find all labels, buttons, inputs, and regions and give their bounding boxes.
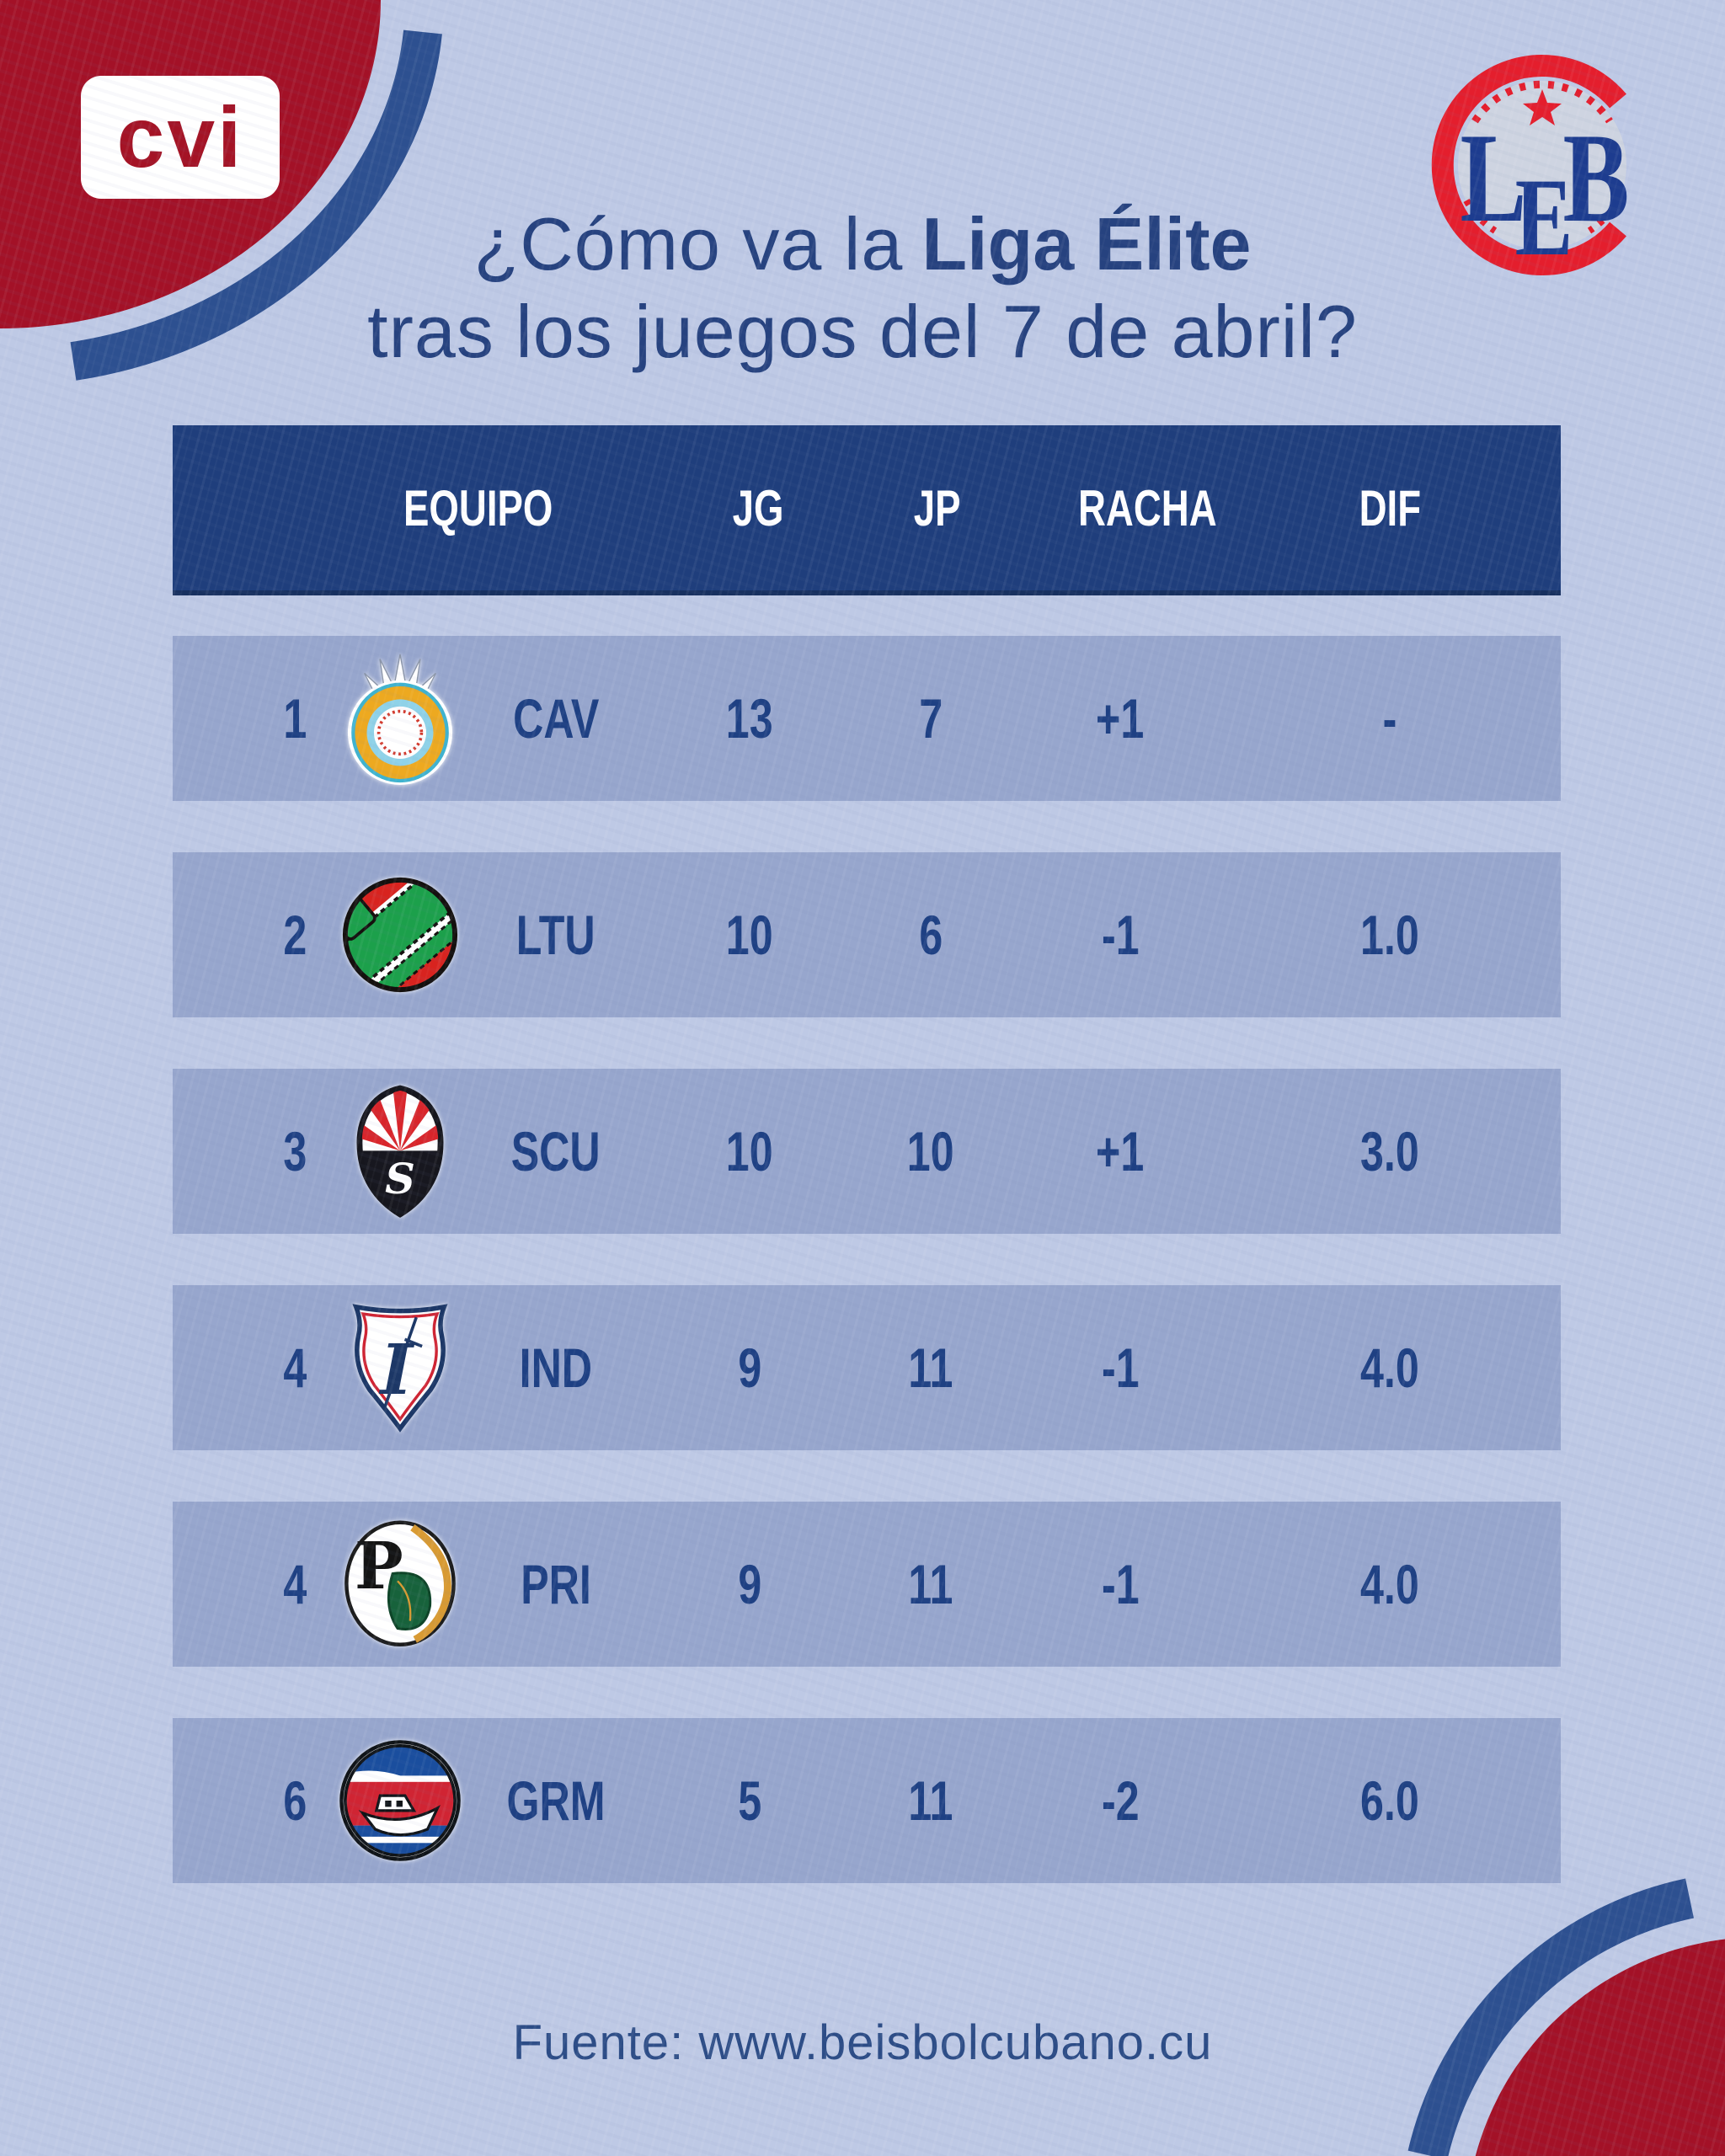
losses-value: 11: [908, 1337, 953, 1399]
team-logo: P: [337, 1502, 463, 1667]
streak-value: +1: [1096, 1120, 1145, 1182]
rank-number: 1: [283, 687, 307, 750]
title-line-2: tras los juegos del 7 de abril?: [367, 290, 1358, 373]
standings-table-body: 1 CAV 13 7 +1 - 2: [173, 636, 1561, 1883]
rank-number: 6: [283, 1769, 307, 1832]
streak-value: -1: [1101, 1337, 1140, 1399]
rank-number: 2: [283, 904, 307, 966]
team-abbr: PRI: [521, 1553, 591, 1615]
source-text: Fuente: www.beisbolcubano.cu: [512, 2015, 1213, 2070]
streak-value: -1: [1101, 904, 1140, 966]
wins-value: 10: [726, 1120, 773, 1182]
losses-value: 11: [908, 1769, 953, 1832]
team-logo: [337, 852, 463, 1017]
page-title: ¿Cómo va la Liga Élite tras los juegos de…: [0, 200, 1725, 376]
team-abbr: SCU: [511, 1120, 601, 1182]
losses-value: 6: [919, 904, 943, 966]
pri-tobacco-leaf-oval-logo-icon: P: [344, 1520, 456, 1646]
streak-value: -2: [1101, 1769, 1140, 1832]
leb-star-icon: [1523, 89, 1562, 125]
wins-value: 9: [738, 1337, 761, 1399]
table-row: 3 S SCU 10 10 +1 3.0: [173, 1069, 1561, 1234]
table-header: EQUIPO JG JP RACHA DIF: [173, 425, 1561, 595]
table-row: 1 CAV 13 7 +1 -: [173, 636, 1561, 801]
table-row: 6 GRM 5 11 -2 6.0: [173, 1718, 1561, 1883]
games-behind-value: 4.0: [1360, 1337, 1419, 1399]
table-row: 2 LTU 10 6 -1 1.0: [173, 852, 1561, 1017]
corner-decoration-bottom-right: [1407, 1878, 1725, 2156]
team-logo: S: [337, 1069, 463, 1234]
red-baseball: [1475, 1939, 1725, 2156]
games-behind-value: -: [1382, 687, 1397, 750]
wins-value: 5: [738, 1769, 761, 1832]
table-row: 4 I IND 9 11 -1 4.0: [173, 1285, 1561, 1450]
team-logo: [337, 636, 463, 801]
svg-text:S: S: [385, 1155, 415, 1203]
leb-league-logo: L E B: [1431, 55, 1630, 279]
header-dif: DIF: [1359, 479, 1421, 536]
ltu-green-baseball-axe-logo-icon: [342, 877, 458, 993]
navy-arc: [70, 29, 442, 381]
leb-stitch-left: [1463, 198, 1498, 234]
streak-value: -1: [1101, 1553, 1140, 1615]
team-abbr: LTU: [516, 904, 595, 966]
header-jg: JG: [732, 479, 784, 536]
leb-letter-l: L: [1460, 108, 1526, 248]
leb-letter-b: B: [1562, 108, 1629, 248]
ind-script-i-crest-logo-icon: I: [352, 1304, 448, 1433]
title-line1-bold: Liga Élite: [921, 202, 1252, 286]
games-behind-value: 3.0: [1360, 1120, 1419, 1182]
losses-value: 11: [908, 1553, 953, 1615]
scu-wasp-shield-logo-icon: S: [356, 1085, 444, 1218]
losses-value: 7: [919, 687, 943, 750]
wins-value: 10: [726, 904, 773, 966]
header-racha: RACHA: [1077, 479, 1217, 536]
title-line-1: ¿Cómo va la Liga Élite: [0, 200, 1725, 288]
header-equipo: EQUIPO: [403, 479, 553, 536]
cvi-logo-text: cvi: [116, 89, 244, 185]
header-jp: JP: [914, 479, 961, 536]
leb-red-c-ring: [1431, 55, 1626, 275]
grm-boat-oval-logo-icon: [339, 1740, 461, 1861]
games-behind-value: 6.0: [1360, 1769, 1419, 1832]
leb-stitch-right: [1587, 198, 1621, 234]
title-line1-normal: ¿Cómo va la: [473, 202, 904, 286]
cav-pineapple-baseball-logo-icon: [347, 654, 453, 785]
table-row: 4 P PRI 9 11 -1 4.0: [173, 1502, 1561, 1667]
team-abbr: CAV: [512, 687, 600, 750]
svg-text:I: I: [379, 1330, 415, 1411]
team-logo: [337, 1718, 463, 1883]
streak-value: +1: [1096, 687, 1145, 750]
rank-number: 3: [283, 1120, 307, 1182]
wins-value: 9: [738, 1553, 761, 1615]
navy-arc: [1407, 1878, 1694, 2156]
games-behind-value: 1.0: [1360, 904, 1419, 966]
team-logo: I: [337, 1285, 463, 1450]
rank-number: 4: [283, 1553, 307, 1615]
cvi-logo: cvi: [81, 76, 280, 199]
games-behind-value: 4.0: [1360, 1553, 1419, 1615]
leb-letter-e: E: [1515, 156, 1573, 279]
wins-value: 13: [726, 687, 773, 750]
team-abbr: IND: [519, 1337, 593, 1399]
team-abbr: GRM: [506, 1769, 606, 1832]
losses-value: 10: [907, 1120, 954, 1182]
rank-number: 4: [283, 1337, 307, 1399]
